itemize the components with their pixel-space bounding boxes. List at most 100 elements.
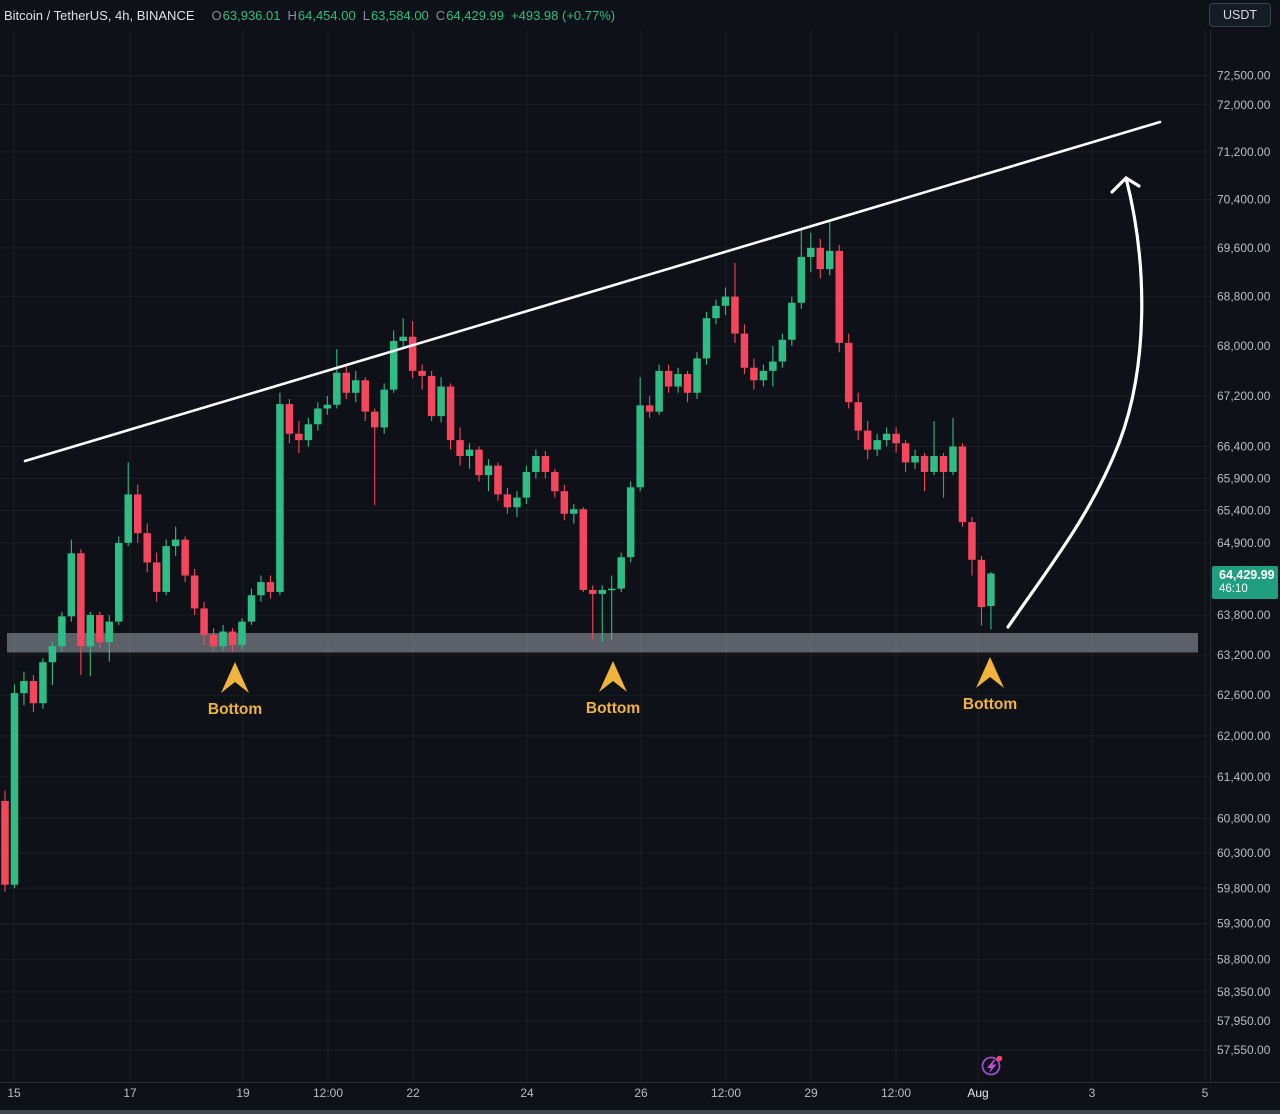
candle-body (295, 433, 303, 441)
candle-body (939, 456, 948, 472)
price-axis-label[interactable]: 68,000.00 (1217, 339, 1271, 353)
bottom-marker-arrow-icon (221, 662, 249, 693)
time-axis-label[interactable]: 22 (406, 1086, 420, 1100)
candle-body (712, 305, 720, 319)
candle-body (740, 333, 749, 368)
candle-body (607, 588, 616, 591)
candle-body (532, 456, 540, 472)
time-axis-label[interactable]: 5 (1202, 1086, 1209, 1100)
price-axis-label[interactable]: 58,350.00 (1217, 985, 1271, 999)
currency-toggle-button[interactable]: USDT (1208, 3, 1271, 27)
candle-body (731, 296, 739, 334)
candle-body (105, 621, 114, 643)
lightning-bolt-icon (987, 1060, 997, 1074)
bottom-scrollbar[interactable] (0, 1110, 1280, 1114)
candle-body (645, 405, 654, 412)
candle-body (664, 370, 673, 387)
live-replay-icon[interactable] (981, 1056, 1001, 1076)
curved-arrow-head (1124, 176, 1141, 188)
close-label: C (435, 7, 446, 23)
candle-body (1, 800, 9, 885)
price-axis-label[interactable]: 67,200.00 (1217, 389, 1271, 403)
price-axis-label[interactable]: 57,550.00 (1217, 1043, 1271, 1057)
candle-body (399, 336, 407, 342)
bar-countdown: 46:10 (1219, 583, 1248, 595)
price-axis-label[interactable]: 71,200.00 (1217, 145, 1271, 159)
candle-body (58, 616, 66, 647)
time-axis-label[interactable]: 24 (520, 1086, 534, 1100)
candle-body (503, 494, 512, 508)
candle-body (456, 440, 464, 457)
price-axis-label[interactable]: 60,300.00 (1217, 846, 1271, 860)
time-axis-label[interactable]: 15 (7, 1086, 21, 1100)
candle-body (844, 342, 853, 403)
support-zone[interactable] (7, 633, 1198, 653)
candle-body (276, 404, 284, 592)
price-axis-label[interactable]: 62,600.00 (1217, 688, 1271, 702)
candle-body (579, 509, 588, 590)
price-axis-label[interactable]: 72,500.00 (1217, 69, 1271, 83)
time-axis-label[interactable]: 19 (236, 1086, 250, 1100)
candle-body (835, 250, 843, 343)
candle-body (968, 522, 976, 560)
candle-body (484, 465, 493, 476)
candle-body (361, 380, 369, 412)
bottom-marker-label: Bottom (208, 701, 262, 718)
price-axis-label[interactable]: 65,400.00 (1217, 503, 1271, 517)
candle-body (133, 494, 142, 534)
time-axis-label[interactable]: 12:00 (313, 1086, 343, 1100)
candle-body (238, 621, 246, 645)
price-axis-label[interactable]: 61,400.00 (1217, 770, 1271, 784)
price-axis-label[interactable]: 62,000.00 (1217, 729, 1271, 743)
candle-body (162, 546, 170, 592)
candle-body (920, 456, 929, 472)
candle-body (626, 487, 635, 558)
candle-body (750, 367, 758, 381)
price-axis-label[interactable]: 60,800.00 (1217, 811, 1271, 825)
curved-arrow[interactable] (1006, 176, 1144, 629)
time-axis-label[interactable]: 29 (804, 1086, 818, 1100)
candle-body (408, 336, 417, 371)
candle-body (39, 662, 47, 704)
candle-body (285, 404, 294, 434)
bottom-marker-label: Bottom (586, 700, 640, 717)
candle-body (892, 433, 900, 444)
price-axis-label[interactable]: 63,200.00 (1217, 648, 1271, 662)
candle-body (209, 634, 218, 647)
candle-body (86, 615, 95, 647)
symbol-title[interactable]: Bitcoin / TetherUS, 4h, BINANCE (4, 7, 195, 23)
price-axis-label[interactable]: 59,800.00 (1217, 881, 1271, 895)
candle-body (437, 386, 445, 417)
price-axis-label[interactable]: 72,000.00 (1217, 98, 1271, 112)
price-axis-label[interactable]: 58,800.00 (1217, 952, 1271, 966)
candle-body (67, 553, 76, 617)
candle-body (20, 681, 28, 694)
price-axis-label[interactable]: 57,950.00 (1217, 1014, 1271, 1028)
candle-body (247, 595, 256, 622)
time-axis-label[interactable]: 12:00 (881, 1086, 911, 1100)
price-axis-label[interactable]: 66,400.00 (1217, 439, 1271, 453)
price-axis-label[interactable]: 68,800.00 (1217, 290, 1271, 304)
candle-body (882, 433, 891, 441)
candle-body (475, 449, 483, 476)
candle-body (570, 509, 578, 514)
price-axis-label[interactable]: 63,800.00 (1217, 608, 1271, 622)
candle-body (304, 424, 313, 441)
time-axis-label[interactable]: 12:00 (711, 1086, 741, 1100)
ascending-trendline[interactable] (23, 120, 1162, 463)
candle-body (314, 408, 322, 425)
bottom-marker-arrow-icon (976, 657, 1004, 688)
price-axis-label[interactable]: 70,400.00 (1217, 193, 1271, 207)
time-axis-label[interactable]: 26 (634, 1086, 648, 1100)
time-axis-label[interactable]: 3 (1089, 1086, 1096, 1100)
time-axis-label[interactable]: 17 (123, 1086, 137, 1100)
candle-body (721, 296, 730, 306)
time-axis-label[interactable]: Aug (967, 1086, 988, 1100)
candle-body (380, 389, 388, 428)
price-axis-label[interactable]: 65,900.00 (1217, 471, 1271, 485)
price-axis-label[interactable]: 69,600.00 (1217, 241, 1271, 255)
price-axis-label[interactable]: 59,300.00 (1217, 917, 1271, 931)
price-axis-label[interactable]: 64,900.00 (1217, 536, 1271, 550)
